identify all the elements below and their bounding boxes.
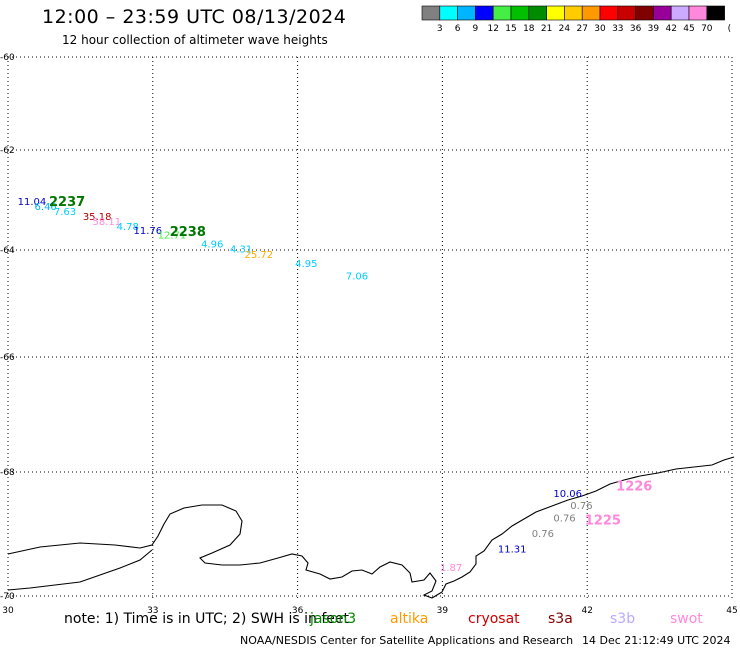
- legend-item-jason3: jason3: [310, 611, 357, 627]
- map-title: 12:00 – 23:59 UTC 08/13/2024: [42, 6, 347, 28]
- wave-height-value: 58.11: [92, 217, 121, 228]
- axis-tick-labels: -60 -62 -64 -66 -68 -70 30 33 36 39 42 45: [0, 53, 738, 616]
- colorbar-label: 9: [473, 24, 479, 34]
- wave-height-value: 7.06: [346, 271, 368, 282]
- satellite-pass-id: 1225: [585, 514, 621, 529]
- legend-item-swot: swot: [670, 611, 703, 627]
- colorbar-label: 70: [701, 24, 713, 34]
- longitude-tick-label: 33: [147, 606, 158, 616]
- legend-item-s3b: s3b: [610, 611, 636, 627]
- satellite-pass-id: 2238: [170, 225, 206, 240]
- colorbar-label: 3: [437, 24, 443, 34]
- wave-height-value: 0.76: [532, 529, 554, 540]
- wave-height-value: 1.87: [440, 563, 462, 574]
- colorbar-label: 36: [630, 24, 642, 34]
- coastline-path: [7, 549, 153, 591]
- latitude-tick-label: -66: [0, 353, 15, 363]
- wave-height-value: 35.18: [83, 212, 112, 223]
- colorbar-label: 24: [559, 24, 571, 34]
- legend-item-s3a: s3a: [548, 611, 573, 627]
- satellite-pass-id: 2237: [49, 195, 85, 210]
- legend-item-altika: altika: [390, 611, 429, 627]
- wave-height-value: 11.76: [133, 226, 162, 237]
- wave-height-value: 0.76: [570, 501, 592, 512]
- colorbar-label: 45: [683, 24, 694, 34]
- longitude-tick-label: 30: [2, 606, 14, 616]
- latitude-tick-label: -70: [0, 592, 15, 602]
- longitude-tick-label: 36: [292, 606, 304, 616]
- latitude-tick-label: -60: [0, 53, 15, 63]
- wave-height-value: 4.78: [117, 222, 139, 233]
- wave-height-value: 4.96: [201, 240, 223, 251]
- wave-height-value: 11.04: [18, 197, 47, 208]
- colorbar-label: 6: [455, 24, 461, 34]
- colorbar-label: 39: [648, 24, 660, 34]
- longitude-tick-label: 42: [581, 606, 592, 616]
- coastline-path: [7, 456, 735, 599]
- footer-credit: NOAA/NESDIS Center for Satellite Applica…: [240, 634, 574, 647]
- map-subtitle: 12 hour collection of altimeter wave hei…: [62, 33, 328, 47]
- wave-height-value: 6.46: [35, 202, 57, 213]
- longitude-tick-label: 45: [726, 606, 737, 616]
- colorbar-label: 42: [665, 24, 676, 34]
- longitude-tick-label: 39: [437, 606, 449, 616]
- colorbar-label: 33: [612, 24, 623, 34]
- colorbar-label: 21: [541, 24, 552, 34]
- satellite-pass-id: 1226: [616, 480, 652, 495]
- grid-lines: [7, 56, 733, 600]
- latitude-tick-label: -62: [0, 146, 15, 156]
- footer-note: note: 1) Time is in UTC; 2) SWH is in fe…: [64, 611, 350, 627]
- wave-height-value: 7.63: [54, 207, 76, 218]
- wave-height-value: 4.31: [230, 245, 252, 256]
- wave-height-value: 11.31: [498, 545, 527, 556]
- wave-height-value: 4.95: [295, 259, 317, 270]
- legend-item-cryosat: cryosat: [468, 611, 520, 627]
- footer-timestamp: 14 Dec 21:12:49 UTC 2024: [582, 634, 731, 647]
- wave-height-value: 10.06: [553, 489, 582, 500]
- colorbar-swatch: [706, 5, 725, 21]
- colorbar-label: 12: [487, 24, 498, 34]
- colorbar-label: 27: [576, 24, 587, 34]
- colorbar-unit: (ft): [728, 24, 731, 34]
- satellite-pass-labels: 2237 2238 1226 1225: [49, 195, 652, 529]
- latitude-tick-label: -68: [0, 468, 15, 478]
- antarctic-coastline: [7, 456, 735, 599]
- latitude-tick-label: -64: [0, 246, 15, 256]
- colorbar-label: 18: [523, 24, 535, 34]
- colorbar-label: 30: [594, 24, 606, 34]
- wave-height-value: 0.76: [553, 514, 575, 525]
- wave-height-value: 12.71: [158, 231, 187, 242]
- wave-height-value: 25.72: [245, 250, 274, 261]
- colorbar-label: 15: [505, 24, 516, 34]
